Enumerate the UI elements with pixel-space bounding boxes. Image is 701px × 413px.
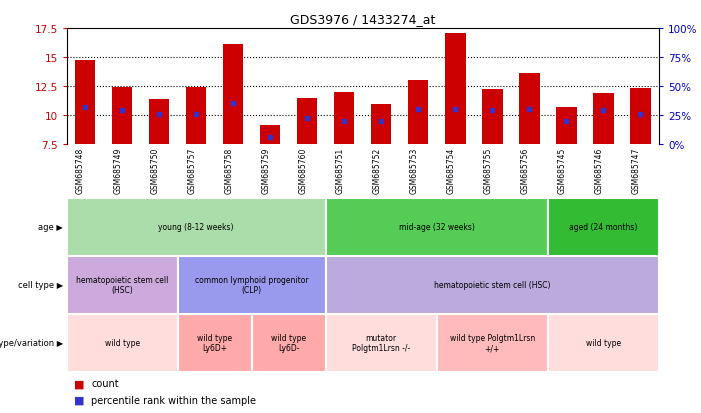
Text: GSM685748: GSM685748 bbox=[76, 147, 85, 193]
Text: GSM685760: GSM685760 bbox=[298, 147, 307, 194]
Text: ■: ■ bbox=[74, 378, 84, 388]
Bar bbox=[519, 74, 540, 145]
Text: aged (24 months): aged (24 months) bbox=[569, 223, 638, 232]
Text: GSM685753: GSM685753 bbox=[409, 147, 418, 194]
Bar bbox=[67, 256, 177, 314]
Bar bbox=[371, 105, 391, 145]
Text: GSM685745: GSM685745 bbox=[557, 147, 566, 194]
Bar bbox=[252, 314, 326, 372]
Bar bbox=[297, 98, 318, 145]
Text: wild type: wild type bbox=[586, 338, 621, 347]
Text: count: count bbox=[91, 378, 118, 388]
Bar bbox=[334, 93, 355, 145]
Text: GSM685757: GSM685757 bbox=[187, 147, 196, 194]
Bar bbox=[408, 81, 428, 145]
Text: common lymphoid progenitor
(CLP): common lymphoid progenitor (CLP) bbox=[195, 275, 308, 294]
Bar bbox=[437, 314, 548, 372]
Bar bbox=[112, 88, 132, 145]
Text: GSM685749: GSM685749 bbox=[113, 147, 122, 194]
Text: GSM685746: GSM685746 bbox=[594, 147, 604, 194]
Text: GSM685750: GSM685750 bbox=[150, 147, 159, 194]
Text: GSM685759: GSM685759 bbox=[261, 147, 270, 194]
Text: GSM685752: GSM685752 bbox=[372, 147, 381, 193]
Bar bbox=[67, 314, 177, 372]
Title: GDS3976 / 1433274_at: GDS3976 / 1433274_at bbox=[290, 13, 435, 26]
Bar bbox=[548, 198, 659, 256]
Bar bbox=[177, 256, 326, 314]
Bar bbox=[186, 88, 206, 145]
Text: GSM685756: GSM685756 bbox=[520, 147, 529, 194]
Text: ■: ■ bbox=[74, 395, 84, 405]
Text: mid-age (32 weeks): mid-age (32 weeks) bbox=[399, 223, 475, 232]
Text: wild type Polgtm1Lrsn
+/+: wild type Polgtm1Lrsn +/+ bbox=[450, 333, 535, 352]
Bar bbox=[223, 45, 243, 145]
Text: percentile rank within the sample: percentile rank within the sample bbox=[91, 395, 256, 405]
Bar bbox=[67, 198, 326, 256]
Text: mutator
Polgtm1Lrsn -/-: mutator Polgtm1Lrsn -/- bbox=[352, 333, 410, 352]
Text: GSM685751: GSM685751 bbox=[335, 147, 344, 193]
Text: wild type
Ly6D+: wild type Ly6D+ bbox=[197, 333, 232, 352]
Text: GSM685747: GSM685747 bbox=[632, 147, 641, 194]
Bar bbox=[326, 198, 548, 256]
Bar bbox=[630, 89, 651, 145]
Text: hematopoietic stem cell
(HSC): hematopoietic stem cell (HSC) bbox=[76, 275, 168, 294]
Bar bbox=[75, 61, 95, 145]
Bar bbox=[326, 256, 659, 314]
Text: GSM685754: GSM685754 bbox=[447, 147, 456, 194]
Text: GSM685755: GSM685755 bbox=[484, 147, 492, 194]
Bar bbox=[177, 314, 252, 372]
Bar bbox=[593, 94, 613, 145]
Text: young (8-12 weeks): young (8-12 weeks) bbox=[158, 223, 234, 232]
Text: wild type: wild type bbox=[104, 338, 139, 347]
Bar bbox=[260, 126, 280, 145]
Bar bbox=[326, 314, 437, 372]
Text: age ▶: age ▶ bbox=[39, 223, 63, 232]
Text: genotype/variation ▶: genotype/variation ▶ bbox=[0, 338, 63, 347]
Text: GSM685758: GSM685758 bbox=[224, 147, 233, 193]
Bar bbox=[548, 314, 659, 372]
Text: cell type ▶: cell type ▶ bbox=[18, 280, 63, 290]
Text: wild type
Ly6D-: wild type Ly6D- bbox=[271, 333, 306, 352]
Bar bbox=[445, 33, 465, 145]
Text: hematopoietic stem cell (HSC): hematopoietic stem cell (HSC) bbox=[434, 280, 550, 290]
Bar bbox=[556, 107, 576, 145]
Bar bbox=[482, 90, 503, 145]
Bar bbox=[149, 100, 170, 145]
